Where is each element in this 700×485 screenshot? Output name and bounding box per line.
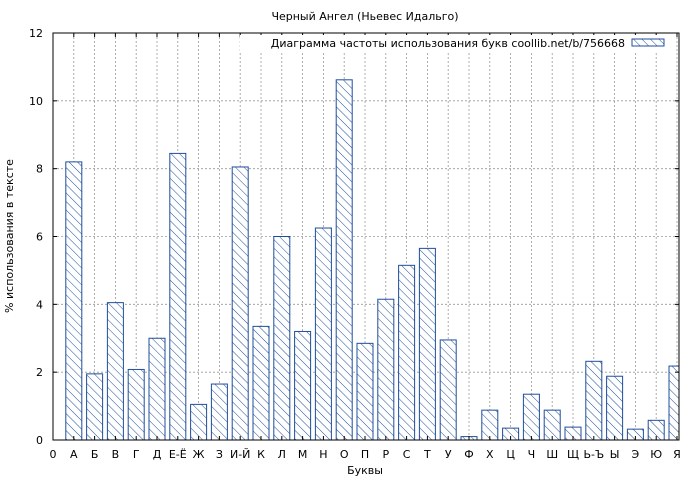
x-tick-label: Э bbox=[632, 448, 640, 461]
bar-26 bbox=[585, 360, 603, 441]
x-tick-label: Ф bbox=[464, 448, 473, 461]
y-tick-label: 2 bbox=[36, 366, 43, 379]
x-tick-label: Л bbox=[278, 448, 286, 461]
bar-12 bbox=[294, 330, 312, 441]
x-tick-label: Ю bbox=[650, 448, 662, 461]
x-tick-label: К bbox=[257, 448, 265, 461]
x-tick-label: Б bbox=[91, 448, 99, 461]
chart-title: Черный Ангел (Ньевес Идальго) bbox=[271, 10, 458, 23]
y-tick-label: 4 bbox=[36, 298, 43, 311]
bar-27 bbox=[606, 375, 624, 441]
x-axis-title: Буквы bbox=[347, 464, 383, 477]
y-tick-label: 6 bbox=[36, 231, 43, 244]
bar-13 bbox=[314, 227, 332, 441]
bar-8 bbox=[210, 383, 228, 441]
x-tick-label: М bbox=[298, 448, 308, 461]
bar-15 bbox=[356, 342, 374, 441]
x-tick-label: Е-Ё bbox=[169, 448, 187, 461]
x-tick-label: Ч bbox=[528, 448, 536, 461]
x-tick-label: А bbox=[70, 448, 78, 461]
x-tick-label: В bbox=[112, 448, 120, 461]
bar-6 bbox=[169, 152, 187, 441]
legend: Диаграмма частоты использования букв coo… bbox=[240, 35, 672, 51]
y-tick-label: 0 bbox=[36, 434, 43, 447]
x-tick-label: Р bbox=[382, 448, 389, 461]
x-tick-label: Г bbox=[133, 448, 140, 461]
bar-18 bbox=[418, 247, 436, 441]
x-tick-label: И-Й bbox=[230, 448, 250, 461]
x-tick-label: З bbox=[216, 448, 223, 461]
x-tick-label: О bbox=[340, 448, 349, 461]
x-tick-label: П bbox=[361, 448, 369, 461]
x-tick-label: Н bbox=[319, 448, 327, 461]
bar-9 bbox=[231, 166, 249, 441]
bar-14 bbox=[335, 79, 353, 441]
x-tick-label: Щ bbox=[567, 448, 579, 461]
y-tick-label: 8 bbox=[36, 163, 43, 176]
x-tick-label: Х bbox=[486, 448, 494, 461]
bar-30 bbox=[668, 365, 680, 441]
x-tick-label: С bbox=[403, 448, 411, 461]
grid bbox=[53, 33, 679, 440]
bar-3 bbox=[106, 302, 124, 441]
x-tick-label: Т bbox=[423, 448, 431, 461]
bar-21 bbox=[481, 409, 499, 441]
bar-19 bbox=[439, 339, 457, 441]
bar-2 bbox=[86, 373, 104, 441]
x-tick-label: Я bbox=[673, 448, 681, 461]
bar-17 bbox=[398, 264, 416, 441]
x-tick-label: У bbox=[445, 448, 452, 461]
y-axis-title: % использования в тексте bbox=[3, 159, 16, 313]
bar-5 bbox=[148, 337, 166, 441]
x-tick-label: Ш bbox=[546, 448, 558, 461]
legend-swatch bbox=[631, 38, 665, 47]
x-tick-label: Ц bbox=[506, 448, 515, 461]
bar-16 bbox=[377, 298, 395, 441]
bars bbox=[65, 79, 680, 441]
bar-11 bbox=[273, 236, 291, 441]
y-tick-label: 12 bbox=[29, 27, 43, 40]
y-tick-label: 10 bbox=[29, 95, 43, 108]
bar-10 bbox=[252, 325, 270, 441]
x-tick-label: Ж bbox=[193, 448, 205, 461]
x-tick-label: Ы bbox=[610, 448, 620, 461]
legend-label: Диаграмма частоты использования букв coo… bbox=[271, 37, 625, 50]
x-tick-label: Д bbox=[153, 448, 162, 461]
legend-box bbox=[240, 35, 672, 51]
bar-24 bbox=[543, 409, 561, 441]
x-tick-label-zero: 0 bbox=[50, 448, 57, 461]
bar-7 bbox=[190, 403, 208, 441]
bar-23 bbox=[522, 393, 540, 441]
bar-1 bbox=[65, 161, 83, 441]
bar-4 bbox=[127, 368, 145, 441]
x-tick-label: Ь-Ъ bbox=[583, 448, 604, 461]
